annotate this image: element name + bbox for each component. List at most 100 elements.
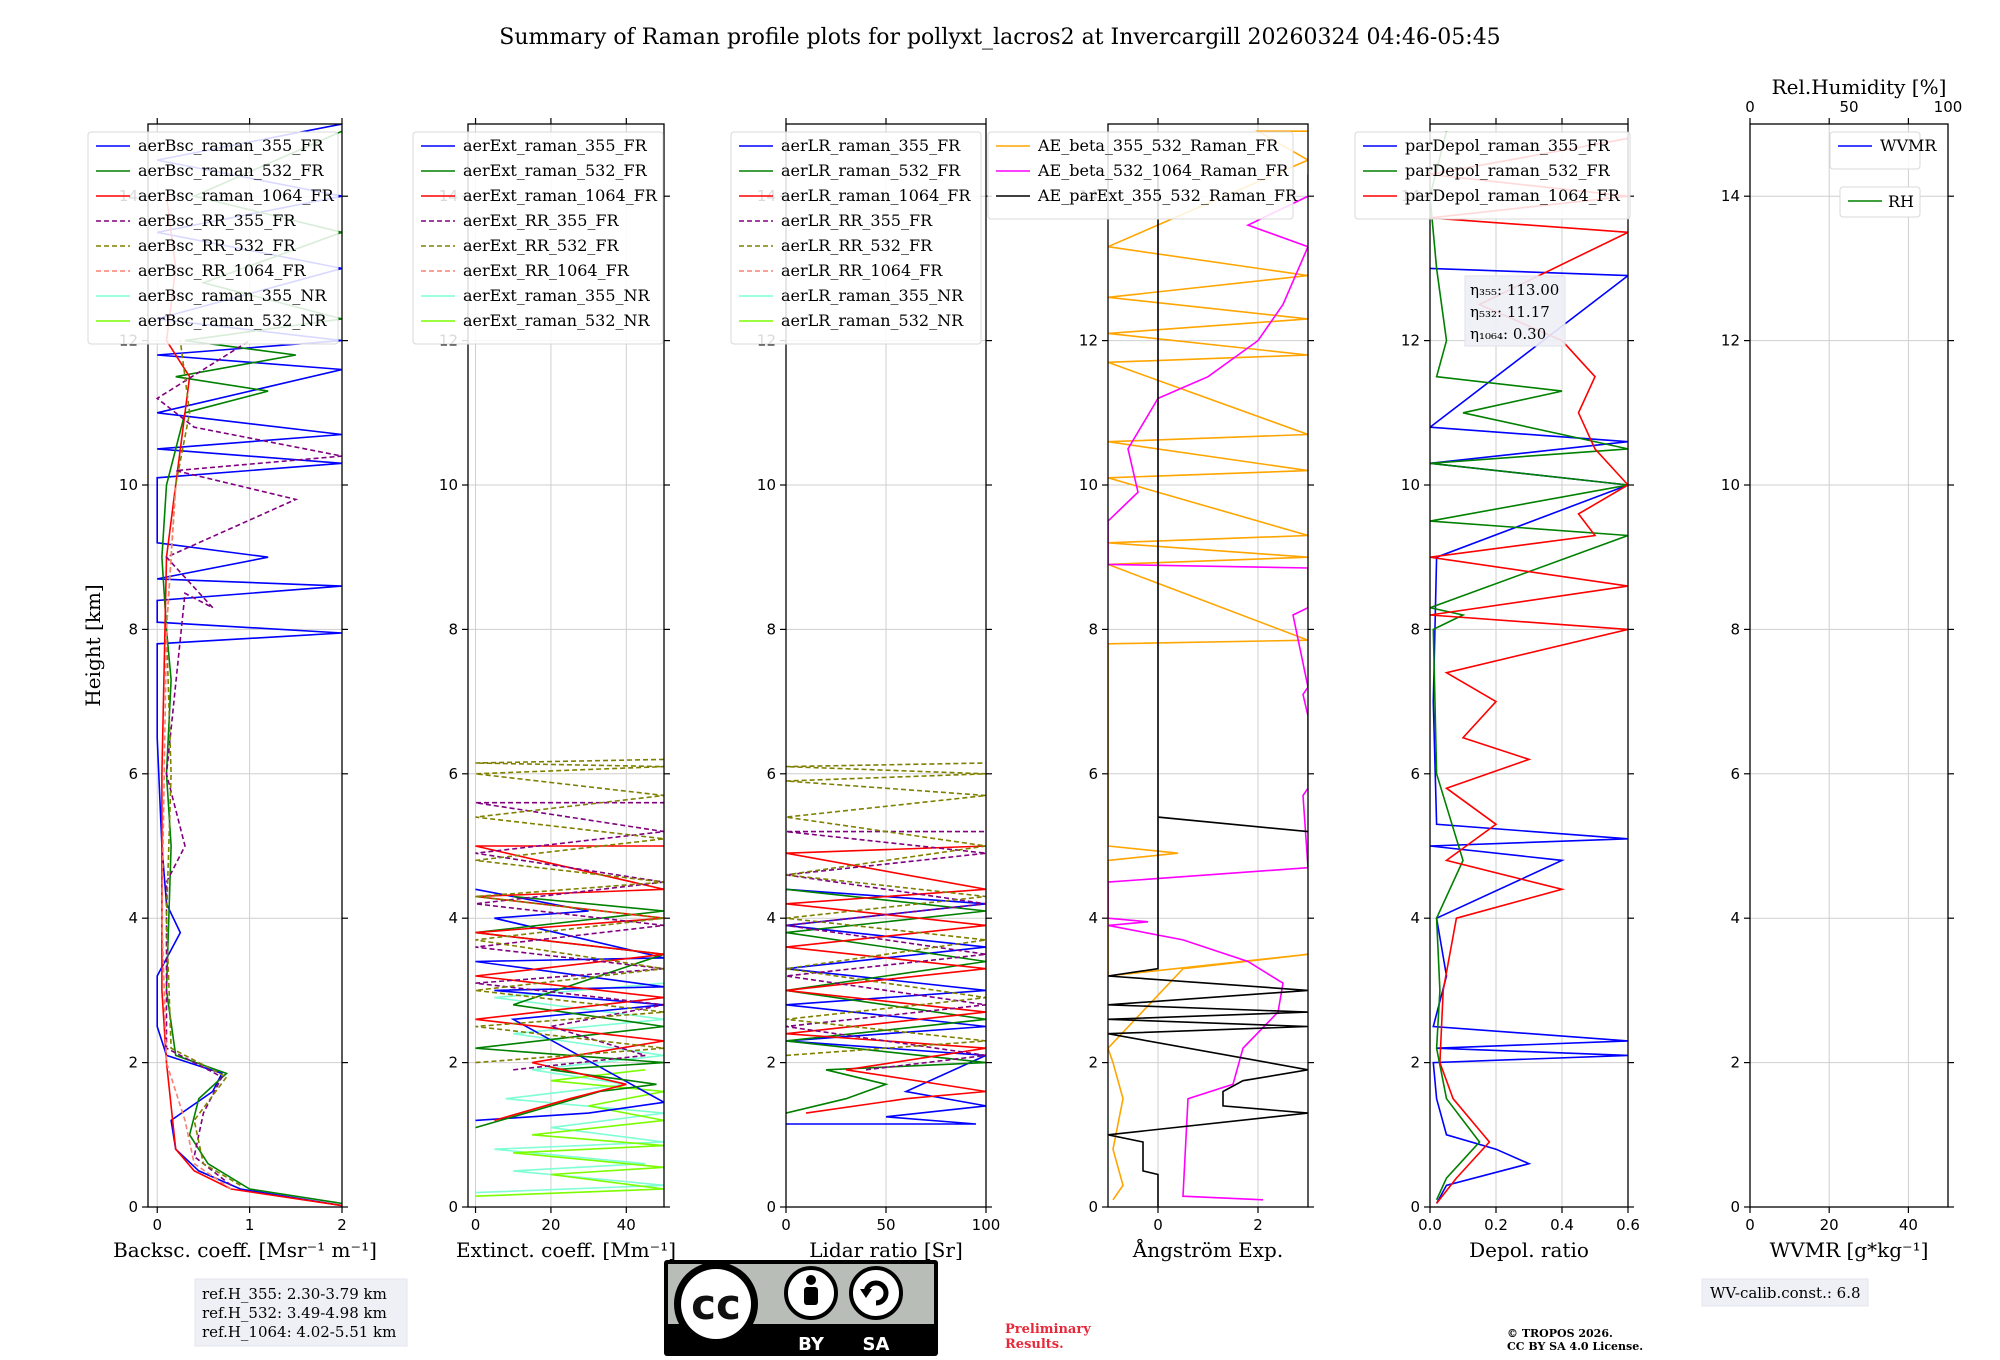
y-tick-label-wv-3: 6 (1730, 765, 1740, 783)
series-aerExt_raman_355_NR (475, 982, 664, 1194)
by-icon-body (804, 1287, 818, 1305)
x-axis-label-wv: WVMR [g*kg⁻¹] (1770, 1238, 1929, 1262)
y-tick-label-bsc-3: 6 (128, 765, 138, 783)
y-tick-label-ext-5: 10 (439, 476, 458, 494)
x-tick-label-ext-2: 40 (617, 1216, 636, 1234)
y-tick-label-bsc-4: 8 (128, 620, 138, 638)
sa-icon-arc (863, 1280, 889, 1306)
legend-label-aerLR_RR_532_FR: aerLR_RR_532_FR (781, 236, 933, 255)
x-axis-label-lr: Lidar ratio [Sr] (809, 1238, 963, 1262)
legend-label-aerBsc_raman_355_FR: aerBsc_raman_355_FR (138, 136, 324, 155)
sa-label: SA (863, 1334, 890, 1355)
series-parDepol_raman_355_FR (1430, 267, 1628, 1204)
panel-lr: 02468101214050100Lidar ratio [Sr]aerLR_r… (730, 118, 1000, 1262)
y-tick-label-bsc-5: 10 (119, 476, 138, 494)
legend-label-aerExt_raman_355_NR: aerExt_raman_355_NR (463, 286, 651, 305)
legend-label-aerBsc_RR_532_FR: aerBsc_RR_532_FR (138, 236, 296, 255)
panel-bsc: 02468101214012Backsc. coeff. [Msr⁻¹ m⁻¹]… (81, 118, 377, 1262)
legend-label-aerLR_raman_355_NR: aerLR_raman_355_NR (781, 286, 964, 305)
axes-frame-bsc (147, 123, 343, 1208)
y-tick-label-ext-3: 6 (448, 765, 458, 783)
legend-box-lr (730, 131, 982, 345)
x-tick-label-wv-1: 20 (1820, 1216, 1839, 1234)
panel-ext: 0246810121402040Extinct. coeff. [Mm⁻¹]ae… (412, 118, 676, 1262)
legend-box-bsc (87, 131, 339, 345)
legend-box-wv (1829, 131, 1921, 170)
legend-label-aerLR_raman_532_NR: aerLR_raman_532_NR (781, 311, 964, 330)
x-tick-label-ext-0: 0 (471, 1216, 481, 1234)
series-aerBsc_RR_532_FR (165, 340, 241, 1186)
legend-label-AE_beta_532_1064_Raman_FR: AE_beta_532_1064_Raman_FR (1037, 161, 1289, 180)
legend-label-aerBsc_raman_1064_FR: aerBsc_raman_1064_FR (138, 186, 335, 205)
panel-wv: 0 2 4 6 8 10 12 14 0 20 40 WVMR [g*kg⁻¹] Rel.Humidit… (1721, 75, 1962, 1262)
x-tick-label-wv-0: 0 (1745, 1216, 1755, 1234)
legend-label-aerExt_raman_355_FR: aerExt_raman_355_FR (463, 136, 648, 155)
x-axis-label-depol: Depol. ratio (1469, 1238, 1589, 1262)
x-tick-label-ext-1: 20 (541, 1216, 560, 1234)
wv-calib-text: WV-calib.const.: 6.8 (1710, 1284, 1861, 1302)
cc-circle-inner (681, 1269, 751, 1339)
y-tick-label-depol-1: 2 (1410, 1054, 1420, 1072)
x-axis-label-bsc: Backsc. coeff. [Msr⁻¹ m⁻¹] (113, 1238, 377, 1262)
series-aerExt_raman_532_NR (475, 1069, 664, 1197)
top-tick-label-wv-2: 100 (1934, 98, 1963, 116)
copyright-line-2: CC BY SA 4.0 License. (1507, 1340, 1643, 1353)
legend-label-aerExt_raman_1064_FR: aerExt_raman_1064_FR (463, 186, 658, 205)
y-tick-label-depol-3: 6 (1410, 765, 1420, 783)
series-aerBsc_RR_355_FR (155, 339, 342, 1186)
y-tick-label-wv-4: 8 (1730, 620, 1740, 638)
legend-label-aerBsc_RR_1064_FR: aerBsc_RR_1064_FR (138, 261, 307, 280)
y-tick-label-lr-1: 2 (766, 1054, 776, 1072)
x-tick-label-ae-0: 0 (1153, 1216, 1163, 1234)
preliminary-line-1: Preliminary (1005, 1322, 1091, 1337)
legend-label-aerLR_raman_532_FR: aerLR_raman_532_FR (781, 161, 961, 180)
top-tick-label-wv-1: 50 (1839, 98, 1858, 116)
by-icon-head (806, 1275, 816, 1285)
x-tick-label-depol-2: 0.4 (1550, 1216, 1574, 1234)
axes-frame-wv (1749, 123, 1949, 1208)
eta-annotation-0: η₃₅₅: 113.00 (1470, 281, 1559, 299)
series-group-lr (786, 762, 986, 1125)
series-aerExt_raman_355_FR (475, 888, 664, 1122)
legend-label-aerBsc_RR_355_FR: aerBsc_RR_355_FR (138, 211, 296, 230)
y-tick-label-bsc-0: 0 (128, 1198, 138, 1216)
series-AE_beta_532_1064_Raman_FR (1108, 174, 1308, 1201)
legend-label-aerExt_RR_532_FR: aerExt_RR_532_FR (463, 236, 620, 255)
y-tick-label-lr-3: 6 (766, 765, 776, 783)
series-group-ext (475, 758, 664, 1197)
legend2-label-RH: RH (1888, 192, 1914, 211)
series-AE_beta_355_532_Raman_FR (1108, 130, 1308, 1201)
x-tick-label-lr-1: 50 (876, 1216, 895, 1234)
ref-height-355: ref.H_355: 2.30-3.79 km (202, 1285, 387, 1303)
y-tick-label-wv-7: 14 (1721, 187, 1740, 205)
eta-annotation-1: η₅₃₂: 11.17 (1470, 303, 1550, 321)
eta-box (1464, 275, 1566, 347)
y-tick-label-ae-2: 4 (1088, 909, 1098, 927)
series-group-ae (1108, 130, 1308, 1207)
copyright-line-1: © TROPOS 2026. (1507, 1327, 1613, 1340)
axes-frame-ae (1107, 123, 1309, 1208)
y-tick-label-lr-4: 8 (766, 620, 776, 638)
series-aerLR_RR_355_FR (786, 830, 986, 1071)
y-tick-label-depol-4: 8 (1410, 620, 1420, 638)
legend-label-aerLR_raman_355_FR: aerLR_raman_355_FR (781, 136, 961, 155)
top-axis-label-wv: Rel.Humidity [%] (1772, 75, 1947, 99)
y-tick-label-wv-5: 10 (1721, 476, 1740, 494)
series-aerExt_raman_1064_FR (475, 845, 664, 1122)
x-axis-label-ext: Extinct. coeff. [Mm⁻¹] (456, 1238, 676, 1262)
cc-license-logo: cc BY SA (664, 1260, 938, 1356)
ref-height-box-bg (194, 1278, 408, 1347)
y-axis-label-bsc: Height [km] (81, 584, 105, 706)
legend-label-aerBsc_raman_532_FR: aerBsc_raman_532_FR (138, 161, 324, 180)
legend-label-aerExt_RR_1064_FR: aerExt_RR_1064_FR (463, 261, 630, 280)
preliminary-line-2: Results. (1005, 1337, 1064, 1352)
legend2-box-wv (1839, 186, 1921, 218)
by-label: BY (798, 1334, 825, 1355)
y-tick-label-ae-5: 10 (1079, 476, 1098, 494)
wv-calib-box: WV-calib.const.: 6.8 (1701, 1278, 1869, 1307)
y-tick-label-ext-2: 4 (448, 909, 458, 927)
series-aerLR_raman_355_FR (786, 888, 986, 1125)
figure-title: Summary of Raman profile plots for polly… (499, 25, 1500, 50)
